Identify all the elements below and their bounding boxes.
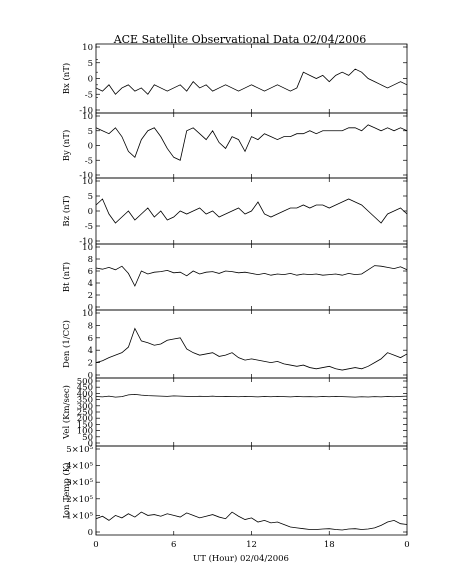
ytick-label-bt: 8: [88, 255, 93, 265]
panel-temp: 0 1×10⁵ 2×10⁵ 3×10⁵ 4×10⁵ 5×10⁵ Ion Temp (K): [61, 445, 408, 538]
ytick-label-den: 10: [82, 309, 93, 319]
panel-frame-bt: [95, 243, 408, 311]
ytick-label-vel: 150: [77, 420, 93, 430]
ytick-label-bz: 10: [82, 177, 93, 187]
y-axis-label-vel: Vel (Km/sec): [61, 385, 72, 440]
chart-panels: -10 -5 0 5 10 Bx (nT) -10 -5 0 5 10 By (nT) -10 -5 0 5 1…: [61, 43, 410, 550]
ytick-label-vel: 250: [77, 408, 93, 418]
ytick-label-vel: 300: [77, 402, 93, 412]
ytick-label-temp: 2×10⁵: [66, 495, 93, 505]
xtick-label: 12: [246, 540, 257, 550]
xtick-label: 0: [404, 540, 409, 550]
ytick-label-bz: -10: [79, 237, 93, 247]
ytick-label-temp: 5×10⁵: [66, 445, 93, 455]
y-axis-label-by: By (nT): [61, 130, 72, 162]
ytick-label-by: -5: [85, 156, 93, 166]
ytick-label-by: 5: [88, 127, 93, 137]
ytick-label-vel: 50: [82, 433, 93, 443]
series-line-vel: [95, 393, 408, 398]
xtick-label: 0: [93, 540, 98, 550]
series-line-by: [95, 124, 408, 161]
y-axis-label-den: Den (1/CC): [61, 320, 72, 368]
x-axis-label: UT (Hour) 02/04/2006: [193, 553, 289, 564]
ytick-label-bx: 10: [82, 43, 93, 53]
series-line-bt: [95, 265, 408, 287]
ytick-label-vel: 200: [77, 414, 93, 424]
panel-bt: 0 2 4 6 8 10 Bt (nT): [61, 243, 408, 313]
panel-frame-by: [95, 112, 408, 179]
ytick-label-bx: -5: [85, 90, 93, 100]
panel-frame-temp: [95, 445, 408, 536]
ytick-label-vel: 400: [77, 389, 93, 399]
series-line-den: [95, 327, 408, 371]
series-line-temp: [95, 511, 408, 531]
ytick-label-den: 8: [88, 321, 93, 331]
panel-frame-den: [95, 309, 408, 379]
ytick-label-temp: 1×10⁵: [66, 511, 93, 521]
ytick-label-den: 4: [88, 346, 93, 356]
panel-frame-vel: [95, 377, 408, 447]
ytick-label-den: 6: [88, 334, 93, 344]
ytick-label-bt: 0: [88, 303, 93, 313]
ytick-label-den: 2: [88, 359, 93, 369]
ytick-label-vel: 100: [77, 427, 93, 437]
series-line-bx: [95, 68, 408, 95]
ytick-label-temp: 4×10⁵: [66, 462, 93, 472]
ytick-label-den: 0: [88, 371, 93, 381]
y-axis-label-bz: Bz (nT): [61, 195, 72, 226]
ytick-label-bt: 10: [82, 243, 93, 253]
series-line-bz: [95, 198, 408, 224]
y-axis-label-bt: Bt (nT): [61, 262, 72, 292]
xtick-label: 6: [171, 540, 176, 550]
ytick-label-vel: 500: [77, 377, 93, 387]
ytick-label-vel: 450: [77, 383, 93, 393]
panel-frame-bx: [95, 43, 408, 114]
y-axis-label-temp: Ion Temp (K): [61, 463, 72, 519]
xtick-label: 18: [324, 540, 335, 550]
ytick-label-bt: 4: [88, 279, 93, 289]
ytick-label-temp: 3×10⁵: [66, 478, 93, 488]
ytick-label-bx: -10: [79, 106, 93, 116]
ytick-label-vel: 350: [77, 396, 93, 406]
ytick-label-by: -10: [79, 171, 93, 181]
ytick-label-bt: 6: [88, 267, 93, 277]
ytick-label-bx: 0: [88, 75, 93, 85]
ytick-label-by: 0: [88, 142, 93, 152]
panel-den: 0 2 4 6 8 10 Den (1/CC): [61, 309, 408, 381]
ytick-label-by: 10: [82, 112, 93, 122]
panel-by: -10 -5 0 5 10 By (nT): [61, 112, 408, 181]
ytick-label-bz: -5: [85, 222, 93, 232]
ytick-label-vel: 0: [88, 439, 93, 449]
chart-title: ACE Satellite Observational Data 02/04/2…: [113, 33, 367, 46]
ytick-label-bz: 5: [88, 192, 93, 202]
ytick-label-bz: 0: [88, 207, 93, 217]
y-axis-label-bx: Bx (nT): [61, 63, 72, 95]
panel-bz: -10 -5 0 5 10 Bz (nT): [61, 177, 408, 247]
ytick-label-bt: 2: [88, 291, 93, 301]
panel-bx: -10 -5 0 5 10 Bx (nT): [61, 43, 408, 116]
ytick-label-bx: 5: [88, 59, 93, 69]
ytick-label-temp: 0: [88, 528, 93, 538]
